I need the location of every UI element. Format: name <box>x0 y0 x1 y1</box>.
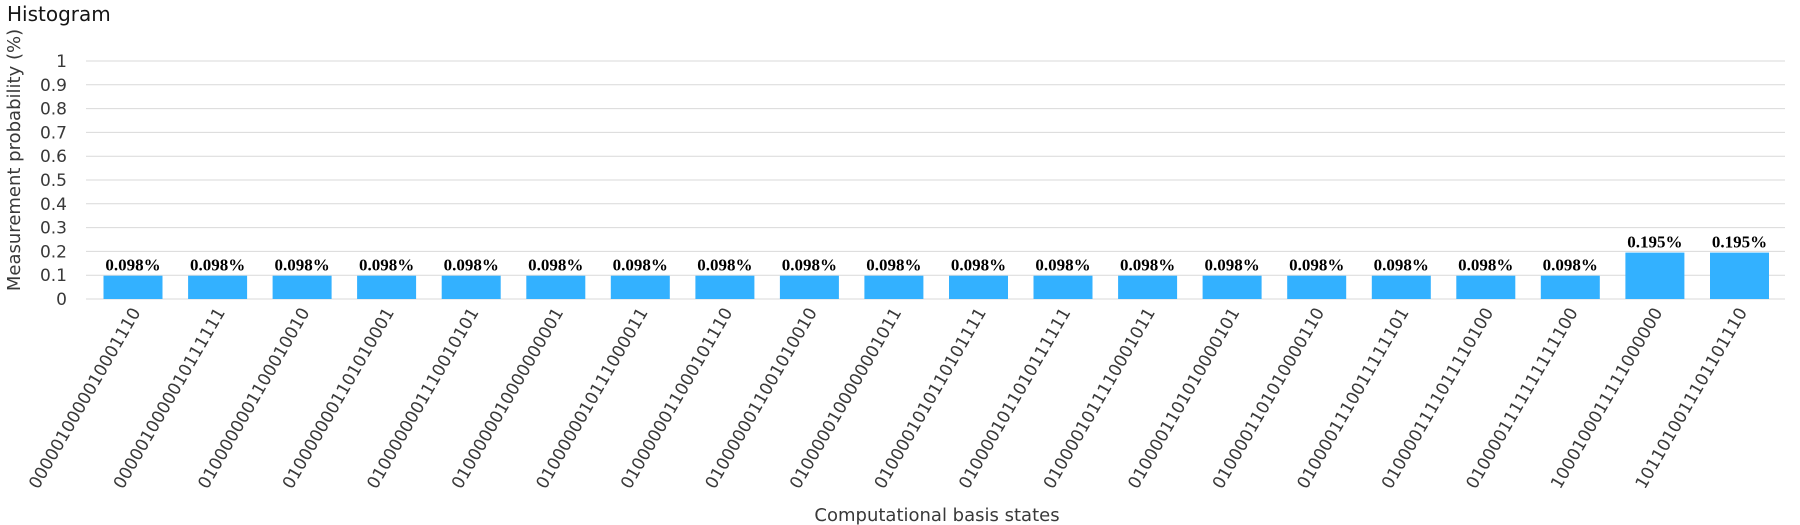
bar <box>1202 275 1262 299</box>
bar <box>779 275 839 299</box>
bar-data-label: 0.098% <box>697 256 752 275</box>
y-axis-title: Measurement probability (%) <box>4 29 25 291</box>
bar-data-label: 0.098% <box>528 256 583 275</box>
y-tick-label: 0.5 <box>40 171 67 191</box>
grid-lines <box>86 60 1785 300</box>
bar <box>188 275 248 299</box>
y-tick-label: 0.4 <box>40 195 67 215</box>
bar-data-label: 0.195% <box>1627 233 1682 252</box>
bar <box>1625 252 1685 299</box>
bar-data-label: 0.098% <box>1374 256 1429 275</box>
bar-data-label: 0.098% <box>274 256 329 275</box>
bar <box>1287 275 1347 299</box>
bar-data-label: 0.195% <box>1712 233 1767 252</box>
bar <box>610 275 670 299</box>
bar <box>864 275 924 299</box>
bar <box>357 275 417 299</box>
bar <box>1710 252 1769 299</box>
bar-data-label: 0.098% <box>1543 256 1598 275</box>
bar <box>103 275 163 299</box>
y-tick-label: 0.6 <box>40 147 67 167</box>
bar <box>272 275 332 299</box>
y-axis-ticks: 0 0.1 0.2 0.3 0.4 0.5 0.6 0.7 0.8 0.9 1 <box>40 52 67 310</box>
bar-data-label: 0.098% <box>866 256 921 275</box>
bar <box>1371 275 1431 299</box>
bar <box>1118 275 1178 299</box>
bar-data-label: 0.098% <box>1289 256 1344 275</box>
bar-data-label: 0.098% <box>951 256 1006 275</box>
bar-data-label: 0.098% <box>105 256 160 275</box>
x-axis-title: Computational basis states <box>814 505 1059 525</box>
bar <box>695 275 755 299</box>
x-axis-ticks: 0000010000010001110000001000001011111101… <box>25 304 1752 492</box>
bar-data-label: 0.098% <box>1204 256 1259 275</box>
bar-data-label: 0.098% <box>782 256 837 275</box>
y-tick-label: 0.8 <box>40 100 67 120</box>
bar <box>1540 275 1600 299</box>
bar-data-label: 0.098% <box>1458 256 1513 275</box>
bar <box>1456 275 1516 299</box>
bar-data-label: 0.098% <box>190 256 245 275</box>
page-title: Histogram <box>7 2 111 26</box>
bar-data-label: 0.098% <box>1035 256 1090 275</box>
bar-data-label: 0.098% <box>613 256 668 275</box>
bar <box>526 275 586 299</box>
y-tick-label: 0.9 <box>40 76 67 96</box>
bars <box>103 252 1769 299</box>
y-tick-label: 0.1 <box>40 266 67 286</box>
bar <box>1033 275 1093 299</box>
y-tick-label: 1 <box>56 52 67 72</box>
y-tick-label: 0 <box>56 290 67 310</box>
bar-data-label: 0.098% <box>1120 256 1175 275</box>
bar-data-label: 0.098% <box>444 256 499 275</box>
data-labels: 0.098% 0.098% 0.098% 0.098% 0.098% 0.098% 0.09… <box>105 233 1767 275</box>
bar <box>441 275 501 299</box>
bar-data-label: 0.098% <box>359 256 414 275</box>
y-tick-label: 0.2 <box>40 242 67 262</box>
y-tick-label: 0.3 <box>40 219 67 239</box>
y-tick-label: 0.7 <box>40 123 67 143</box>
bar <box>949 275 1008 299</box>
